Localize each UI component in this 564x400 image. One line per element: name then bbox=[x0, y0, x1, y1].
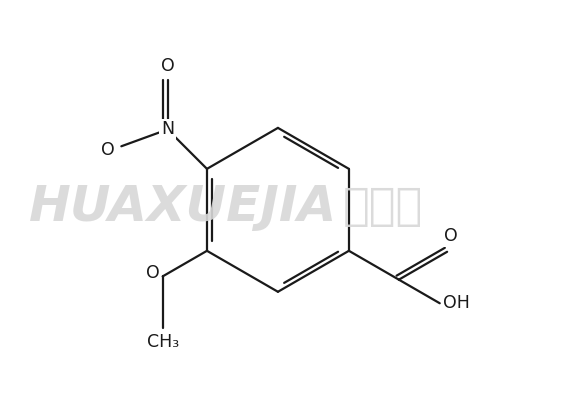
Text: CH₃: CH₃ bbox=[147, 333, 179, 351]
Text: O: O bbox=[443, 227, 457, 245]
Text: HUAXUEJIA: HUAXUEJIA bbox=[29, 182, 337, 230]
Text: O: O bbox=[146, 264, 160, 282]
Text: OH: OH bbox=[443, 294, 470, 312]
Text: 化学加: 化学加 bbox=[343, 185, 423, 228]
Text: O: O bbox=[161, 57, 174, 75]
Text: O: O bbox=[101, 140, 115, 158]
Text: N: N bbox=[161, 120, 174, 138]
